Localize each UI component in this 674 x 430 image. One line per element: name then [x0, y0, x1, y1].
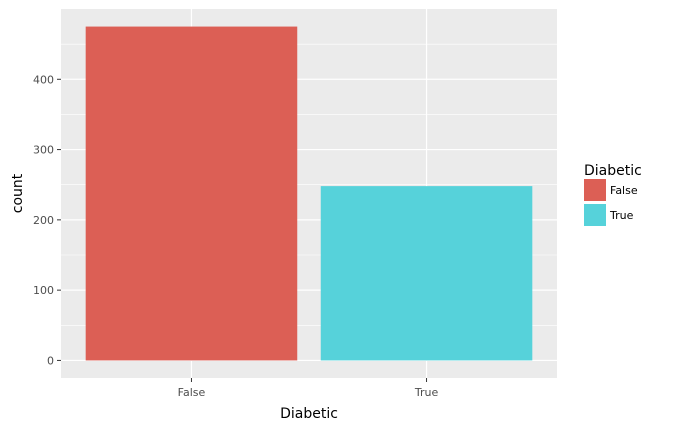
y-axis-title: count: [10, 173, 26, 213]
legend: Diabetic False True: [584, 163, 642, 226]
y-tick-label: 0: [47, 354, 54, 367]
legend-label-true: True: [609, 209, 634, 222]
bar-false: [85, 26, 298, 361]
legend-title: Diabetic: [584, 163, 642, 179]
x-axis-title: Diabetic: [280, 406, 338, 422]
x-tick-label: False: [178, 386, 206, 399]
legend-swatch-true: [584, 204, 606, 226]
bar-true: [320, 186, 533, 361]
legend-label-false: False: [610, 184, 638, 197]
x-tick-label: True: [414, 386, 439, 399]
y-tick-label: 400: [33, 73, 54, 86]
y-tick-label: 300: [33, 144, 54, 157]
y-tick-label: 100: [33, 284, 54, 297]
x-axis: False True: [178, 378, 439, 399]
legend-swatch-false: [584, 179, 606, 201]
y-axis: 0 100 200 300 400: [33, 73, 61, 367]
y-tick-label: 200: [33, 214, 54, 227]
bars: [85, 26, 533, 361]
